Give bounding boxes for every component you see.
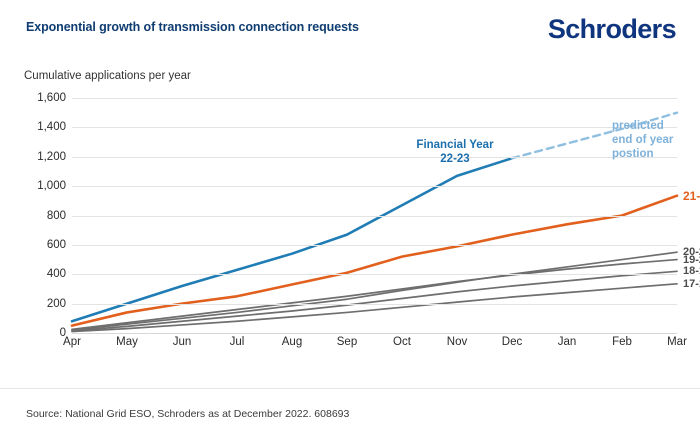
x-axis-tick-label: Jan [557,336,577,348]
y-axis-tick-label: 400 [46,268,66,281]
series-line-20-21 [71,251,678,331]
gridline [72,333,677,334]
series-line-19-20 [71,258,678,331]
schroders-logo: Schroders [547,14,677,44]
gridline [72,244,677,246]
series-end-label-18-19: 18-19 [683,265,700,278]
series-line-18-19 [71,270,678,332]
y-axis-tick-label: 600 [46,238,66,251]
x-axis-tick-label: Jul [229,336,245,348]
x-axis-tick-labels: Apr May Jun Jul Aug Sep Oct Nov Dec Jan Feb Mar [0,336,700,360]
x-axis-tick-label: Apr [63,336,81,348]
y-axis-tick-label: 1,200 [37,150,66,163]
series-line-21-22 [70,194,679,327]
gridline [72,98,677,99]
gridline [72,156,677,158]
series-line-22-23 [70,156,514,323]
y-axis-tick-label: 1,400 [37,121,66,134]
page-title: Exponential growth of transmission conne… [26,20,359,34]
gridline [72,303,677,305]
y-axis-tick-label: 800 [46,209,66,222]
y-axis-tick-label: 1,000 [37,180,66,193]
series-end-label-19-20: 19-20 [683,253,700,266]
x-axis-tick-label: Mar [667,336,687,348]
annotation-financial-year: Financial Year 22-23 [380,138,530,166]
y-axis-tick-label: 200 [46,297,66,310]
x-axis-tick-label: May [116,336,138,348]
annotation-predicted-line1: predicted [612,120,664,132]
chart-plot-area: 0 200 400 600 800 1,000 1,200 1,400 1,600 21-22 20… [0,88,700,358]
x-axis-tick-label: Feb [612,336,632,348]
annotation-predicted-position: predicted end of year postion [612,119,698,161]
x-axis-tick-label: Dec [501,336,523,348]
chart-header: Exponential growth of transmission conne… [0,0,700,56]
annotation-financial-year-line2: 22-23 [440,153,470,165]
source-note: Source: National Grid ESO, Schroders as … [26,408,350,420]
y-axis-caption: Cumulative applications per year [24,70,191,82]
gridline [72,127,677,129]
footer-divider [0,388,700,389]
x-axis-tick-label: Jun [172,336,192,348]
gridline [72,215,677,217]
x-axis-tick-label: Aug [281,336,303,348]
y-axis-tick-label: 1,600 [37,92,66,104]
series-line-22-23-predicted [510,111,679,160]
series-end-label-20-21: 20-21 [683,246,700,259]
annotation-financial-year-line1: Financial Year [416,139,494,151]
x-axis-tick-label: Oct [393,336,411,348]
gridline [72,186,677,188]
y-axis-tick-label: 0 [59,327,66,339]
annotation-predicted-line2: end of year [612,134,674,146]
line-chart-svg [70,111,679,333]
annotation-predicted-line3: postion [612,148,654,160]
series-end-label-21-22: 21-22 [683,188,700,203]
series-end-label-17-18: 17-18 [683,277,700,290]
series-line-17-18 [71,282,678,333]
x-axis-tick-label: Nov [446,336,468,348]
gridline [72,274,677,276]
x-axis-tick-label: Sep [336,336,358,348]
